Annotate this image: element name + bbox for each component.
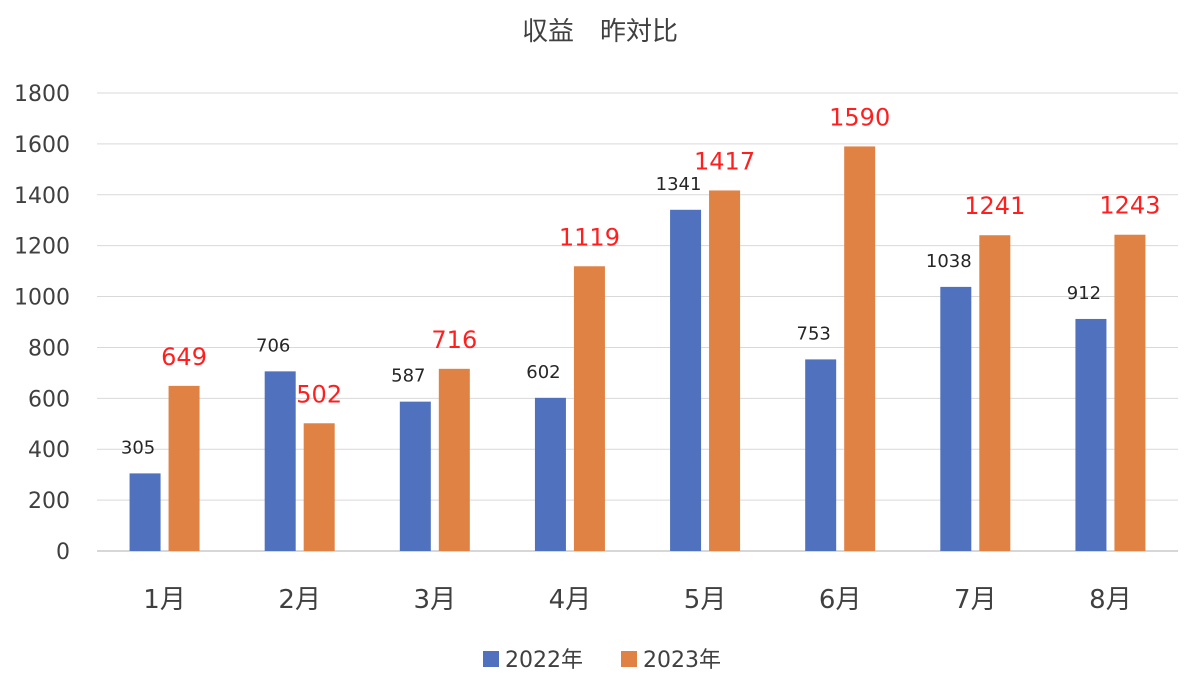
data-label-2022年-2月: 706 [256, 335, 290, 356]
bar-2022年-1月 [129, 473, 161, 551]
data-label-2023年-5月: 1417 [694, 147, 755, 175]
x-tick-label: 4月 [549, 585, 592, 615]
y-tick-label: 200 [28, 489, 70, 514]
data-label-2023年-2月: 502 [296, 380, 342, 408]
data-label-2023年-7月: 1241 [964, 192, 1025, 220]
data-label-2023年-4月: 1119 [559, 223, 620, 251]
data-label-2023年-1月: 649 [161, 343, 207, 371]
y-tick-label: 600 [28, 387, 70, 412]
x-tick-label: 5月 [684, 585, 727, 615]
bar-2023年-2月 [303, 423, 335, 551]
bar-2023年-6月 [844, 146, 876, 551]
y-tick-label: 400 [28, 438, 70, 463]
y-tick-label: 1600 [14, 133, 70, 158]
bar-2023年-3月 [438, 368, 470, 551]
x-tick-label: 2月 [278, 585, 321, 615]
gridlines [97, 92, 1178, 552]
data-label-2022年-5月: 1341 [656, 174, 702, 195]
data-label-2023年-8月: 1243 [1099, 192, 1160, 220]
bar-2022年-3月 [399, 401, 431, 551]
bar-2022年-8月 [1075, 318, 1107, 551]
bars [129, 146, 1146, 552]
x-axis-ticks: 1月 2月 3月 4月 5月 6月 7月 8月 [143, 585, 1131, 615]
legend: 2022年 2023年 [483, 648, 721, 673]
data-label-2022年-3月: 587 [391, 366, 425, 387]
bar-2022年-2月 [264, 371, 296, 551]
legend-swatch-2022年 [483, 651, 499, 667]
legend-label-2023年: 2023年 [643, 648, 721, 673]
x-tick-label: 7月 [954, 585, 997, 615]
bar-2022年-4月 [534, 397, 566, 551]
x-tick-label: 1月 [143, 585, 186, 615]
data-label-2022年-8月: 912 [1067, 283, 1101, 304]
y-tick-label: 800 [28, 336, 70, 361]
data-label-2022年-7月: 1038 [926, 251, 972, 272]
data-label-2023年-3月: 716 [431, 326, 477, 354]
data-label-2022年-6月: 753 [797, 323, 831, 344]
legend-swatch-2023年 [621, 651, 637, 667]
bar-2023年-5月 [709, 190, 741, 552]
y-tick-label: 0 [56, 540, 70, 565]
y-tick-label: 1800 [14, 82, 70, 107]
chart-title: 収益 昨対比 [522, 17, 678, 47]
y-tick-label: 1000 [14, 286, 70, 311]
bar-2023年-1月 [168, 385, 200, 551]
x-tick-label: 8月 [1089, 585, 1132, 615]
bar-2022年-6月 [805, 359, 837, 551]
data-label-2022年-4月: 602 [526, 362, 560, 383]
data-label-2023年-6月: 1590 [829, 103, 890, 131]
legend-label-2022年: 2022年 [505, 648, 583, 673]
bar-2022年-5月 [670, 209, 702, 552]
data-label-2022年-1月: 305 [121, 437, 155, 458]
bar-2022年-7月 [940, 286, 972, 551]
y-tick-label: 1400 [14, 184, 70, 209]
bar-2023年-4月 [573, 266, 605, 551]
bar-2023年-7月 [979, 235, 1011, 552]
bar-2023年-8月 [1114, 234, 1146, 551]
x-tick-label: 3月 [414, 585, 457, 615]
y-tick-label: 1200 [14, 235, 70, 260]
x-tick-label: 6月 [819, 585, 862, 615]
y-axis-ticks: 0 200 400 600 800 1000 1200 1400 1600 1800 [14, 82, 70, 565]
